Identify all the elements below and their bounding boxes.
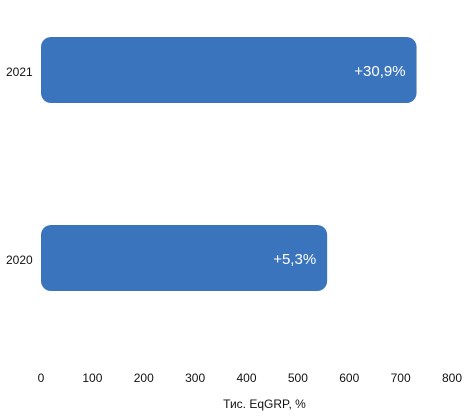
category-labels: 2021 2020 [6, 65, 33, 267]
category-label-2021: 2021 [6, 65, 33, 79]
x-tick-label-500: 500 [288, 371, 308, 385]
data-labels: +30,9% +5,3% [273, 63, 405, 268]
category-label-2020: 2020 [6, 253, 33, 267]
data-label-2021: +30,9% [354, 63, 405, 80]
x-tick-label-300: 300 [185, 371, 205, 385]
data-label-2020: +5,3% [273, 251, 316, 268]
x-tick-label-800: 800 [442, 371, 462, 385]
x-tick-label-400: 400 [236, 371, 256, 385]
x-tick-label-0: 0 [38, 371, 45, 385]
bar-2021 [41, 37, 417, 103]
x-axis-title: Тис. EqGRP, % [223, 397, 306, 411]
x-tick-label-700: 700 [391, 371, 411, 385]
x-axis-ticks: 0 100 200 300 400 500 600 700 800 [38, 371, 463, 385]
bars-group [41, 37, 417, 291]
x-tick-label-100: 100 [82, 371, 102, 385]
x-tick-label-200: 200 [134, 371, 154, 385]
bar-2020 [41, 225, 328, 291]
x-tick-label-600: 600 [339, 371, 359, 385]
